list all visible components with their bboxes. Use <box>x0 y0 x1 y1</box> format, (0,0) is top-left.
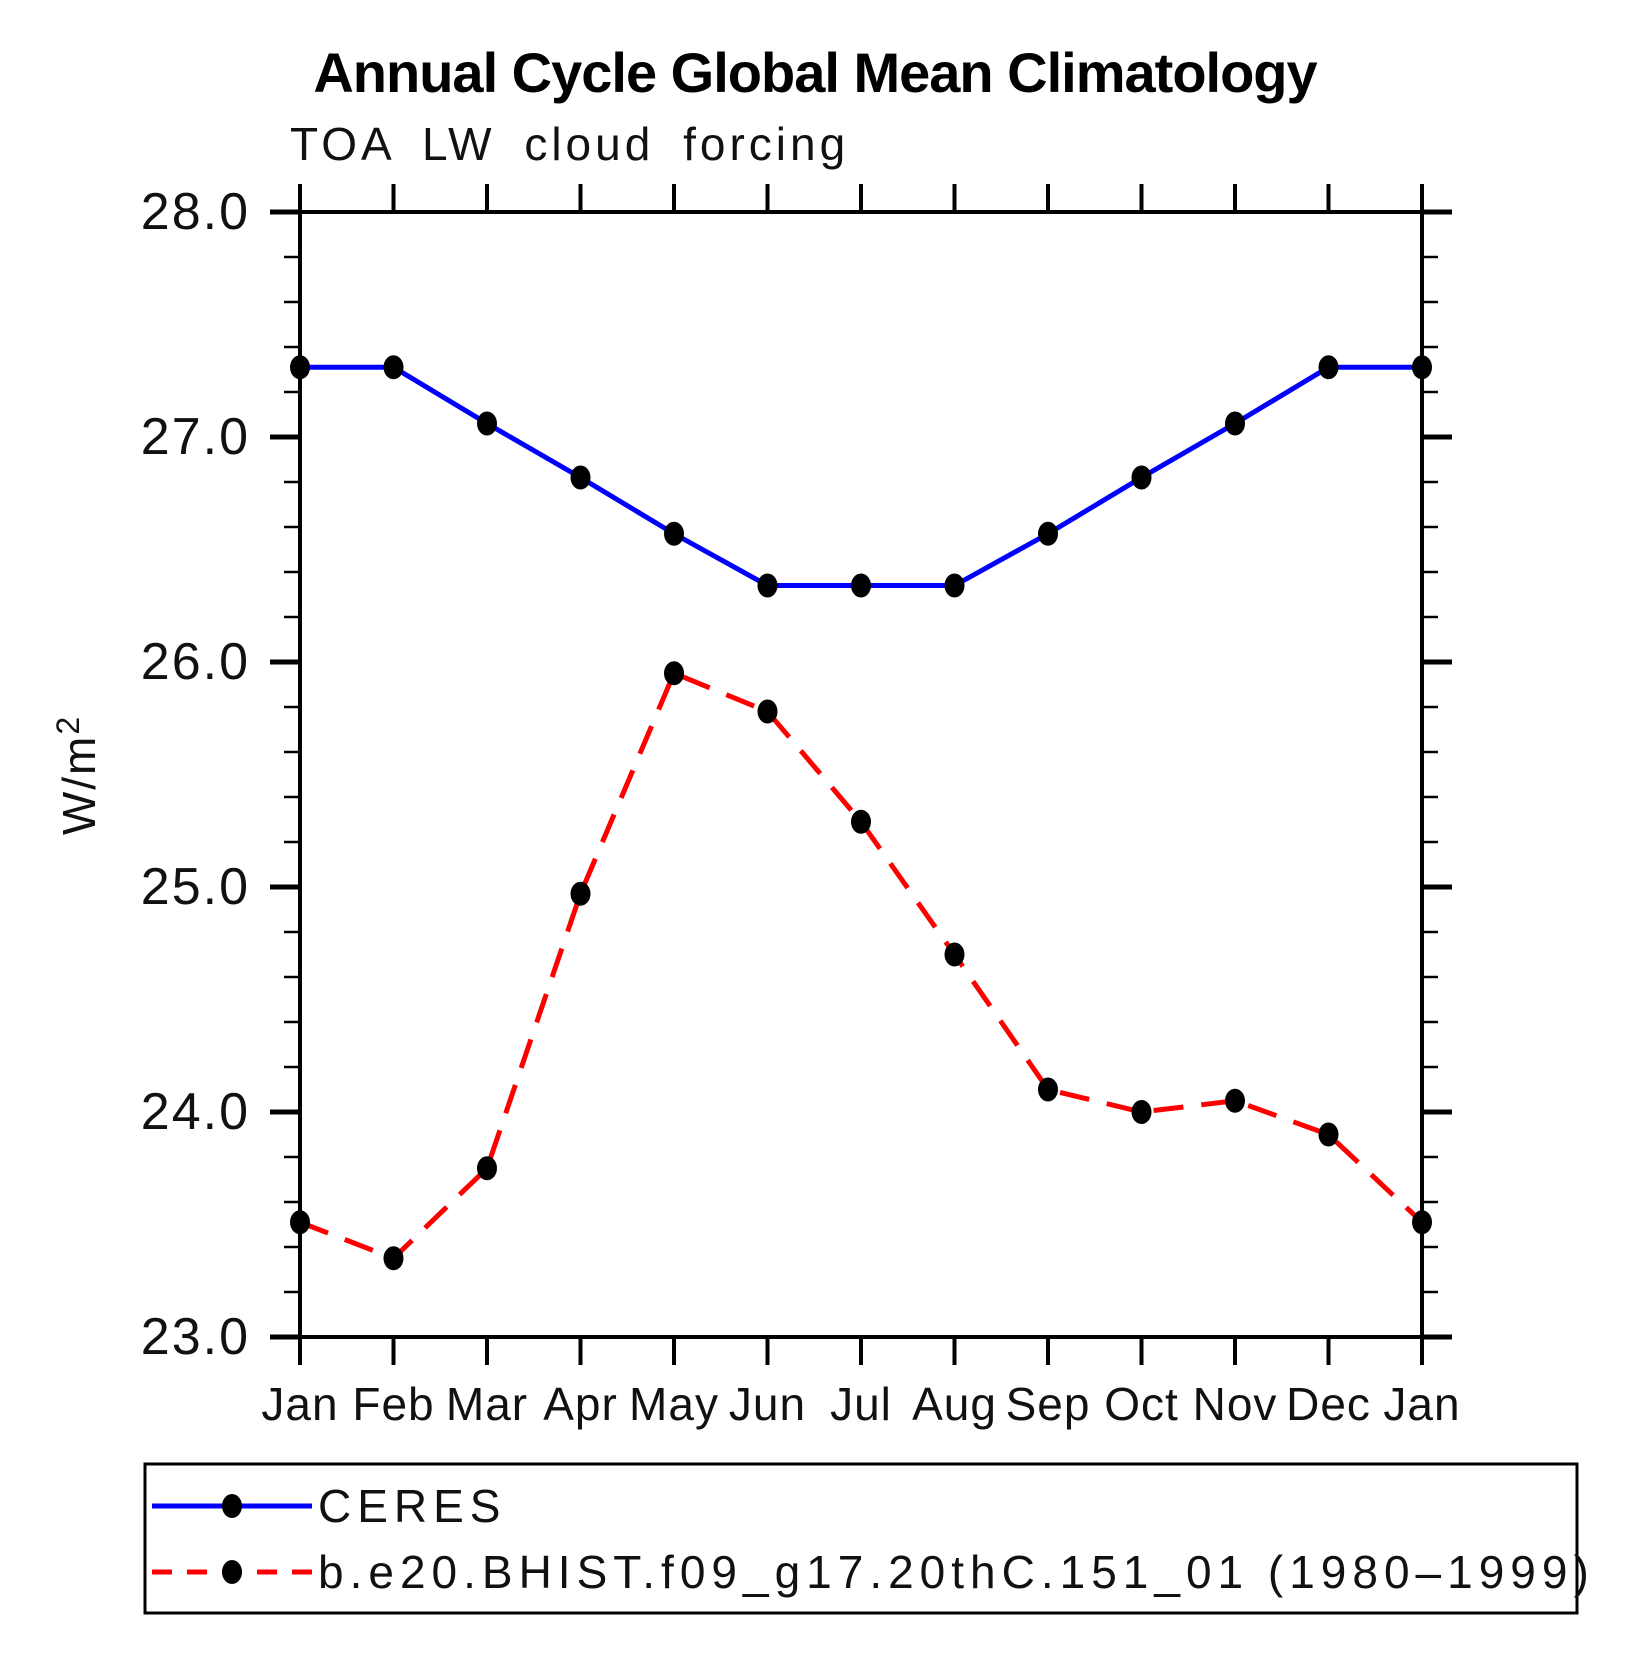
plot-box <box>298 210 1424 1339</box>
x-tick-label: Feb <box>352 1378 434 1430</box>
series-1-data-point-marker <box>757 699 778 724</box>
series-1-data-point-marker <box>1038 1077 1058 1102</box>
chart-subtitle: TOA LW cloud forcing <box>290 118 849 170</box>
x-tick-label: Mar <box>446 1378 528 1430</box>
series-1-data-point-marker <box>664 661 684 686</box>
x-tick-label: Apr <box>543 1378 618 1430</box>
series-0-data-point-marker <box>664 521 684 546</box>
series-0-data-point-marker <box>1412 355 1432 380</box>
x-tick-label: Sep <box>1006 1378 1091 1430</box>
series-1-data-point-marker <box>1412 1210 1432 1235</box>
x-tick-label: Jan <box>1383 1378 1460 1430</box>
series-1-data-point-marker <box>1318 1122 1339 1147</box>
x-tick-label: May <box>629 1378 719 1430</box>
y-tick-label: 26.0 <box>141 633 250 691</box>
axes-group: Jan Feb Mar Apr May Jun Jul Aug Sep Oct Nov Dec Jan2… <box>50 183 1460 1430</box>
series-1-line <box>299 670 1424 1262</box>
legend-group: CERES b.e20.BHIST.f09_g17.20thC.151_01 (1… <box>143 1462 1595 1615</box>
x-tick-label: Aug <box>912 1378 997 1430</box>
y-tick-label: 28.0 <box>141 183 250 241</box>
series-0-data-point-marker <box>944 573 965 598</box>
series-1-data-point-marker <box>1225 1088 1245 1113</box>
x-tick-label: Dec <box>1286 1378 1371 1430</box>
series-1-data-point-marker <box>383 1246 404 1271</box>
y-tick-label: 27.0 <box>141 408 250 466</box>
legend-sample-marker-0 <box>222 1494 242 1518</box>
series-0-data-point-marker <box>570 465 591 490</box>
legend-label-0: CERES <box>318 1480 506 1532</box>
series-1-data-point-marker <box>944 942 965 967</box>
series-0-data-point-marker <box>851 573 871 598</box>
legend-sample-marker-1 <box>222 1560 242 1584</box>
series-0-data-point-marker <box>1038 521 1058 546</box>
legend-label-1: b.e20.BHIST.f09_g17.20thC.151_01 (1980–1… <box>318 1546 1595 1598</box>
series-0-data-point-marker <box>1131 465 1152 490</box>
series-0-line <box>300 364 1422 588</box>
x-tick-label: Jun <box>729 1378 806 1430</box>
y-axis-title: W/m2 <box>50 715 105 835</box>
series-1-data-point-marker <box>1131 1100 1152 1124</box>
series-0-data-point-marker <box>290 355 310 380</box>
series-0-data-point-marker <box>1318 355 1339 380</box>
y-tick-label: 25.0 <box>141 858 250 916</box>
x-tick-label: Jul <box>830 1378 892 1430</box>
x-tick-label: Jan <box>261 1378 338 1430</box>
y-tick-label: 24.0 <box>141 1083 250 1141</box>
series-1-data-point-marker <box>477 1156 497 1181</box>
y-tick-label: 23.0 <box>141 1308 250 1366</box>
series-0-data-point-marker <box>1225 411 1245 436</box>
series-0-data-point-marker <box>383 355 404 380</box>
x-tick-label: Oct <box>1104 1378 1179 1430</box>
x-tick-label: Nov <box>1193 1378 1278 1430</box>
series-1-data-point-marker <box>570 881 591 906</box>
series-1-data-point-marker <box>290 1210 310 1235</box>
y-axis-title-exponent: 2 <box>50 715 86 735</box>
series-1-data-point-marker <box>851 809 871 834</box>
series-0-data-point-marker <box>477 411 497 436</box>
series-group <box>290 355 1432 1271</box>
legend-box <box>143 1462 1579 1615</box>
chart-title: Annual Cycle Global Mean Climatology <box>313 41 1317 104</box>
series-0-data-point-marker <box>757 573 778 598</box>
